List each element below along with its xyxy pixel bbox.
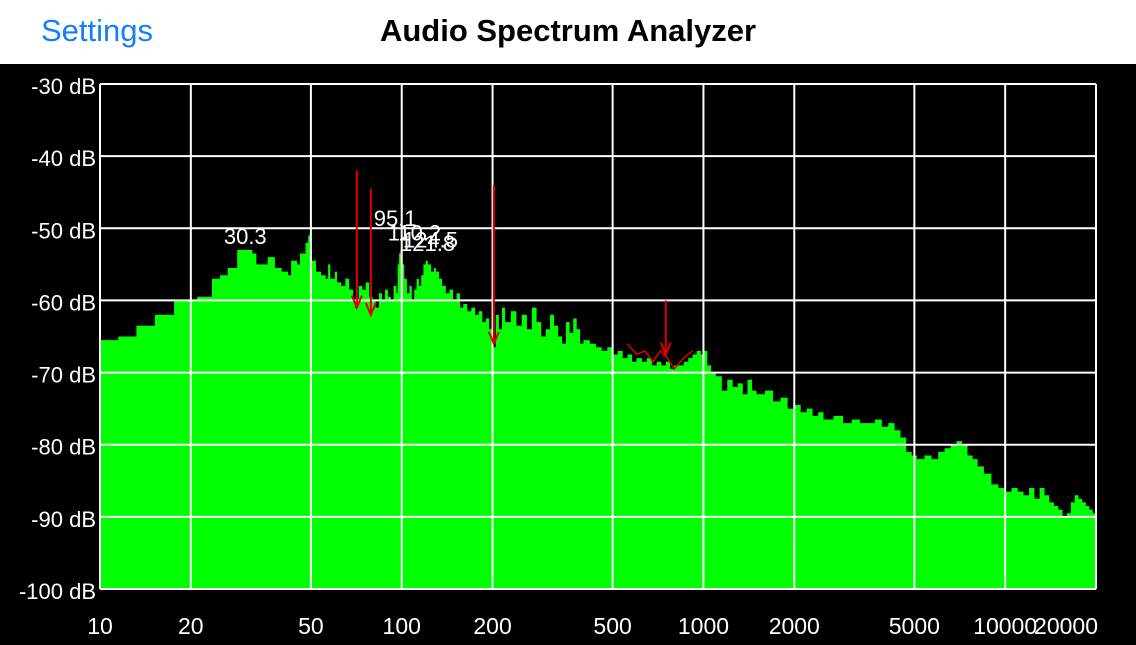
page-title: Audio Spectrum Analyzer: [379, 13, 757, 48]
y-tick-label: -90 dB: [31, 507, 96, 532]
y-tick-label: -100 dB: [19, 579, 96, 604]
y-tick-label: -40 dB: [31, 146, 96, 171]
x-tick-label: 1000: [678, 613, 729, 639]
navigation-bar: Settings Audio Spectrum Analyzer: [0, 0, 1136, 64]
settings-button[interactable]: Settings: [41, 13, 154, 48]
x-tick-label: 5000: [889, 613, 940, 639]
peak-label: 110.2: [388, 220, 441, 245]
spectrum-chart-area: -30 dB -40 dB -50 dB -60 dB -70 dB -80 dB -90 …: [0, 64, 1136, 640]
peak-label: 124.5: [403, 228, 458, 253]
spectrum-chart: -30 dB -40 dB -50 dB -60 dB -70 dB -80 dB -90 …: [19, 74, 1098, 639]
x-tick-label: 10000: [973, 613, 1037, 639]
peak-marker-arrowhead: [364, 302, 377, 318]
spectrum-fill: [100, 235, 1096, 589]
peak-label: 121.8: [400, 231, 455, 256]
x-tick-label: 200: [473, 613, 511, 639]
peak-label: 30.3: [224, 224, 267, 249]
y-tick-label: -30 dB: [31, 74, 96, 99]
y-tick-label: -50 dB: [31, 218, 96, 243]
x-tick-label: 10: [87, 613, 113, 639]
peak-marker-arrowhead: [350, 295, 363, 311]
peak-marker-arrowhead: [487, 331, 500, 347]
y-tick-label: -70 dB: [31, 363, 96, 388]
x-tick-label: 50: [298, 613, 324, 639]
x-tick-label: 100: [383, 613, 421, 639]
x-tick-label: 20000: [1034, 613, 1098, 639]
y-tick-label: -60 dB: [31, 290, 96, 315]
y-tick-label: -80 dB: [31, 435, 96, 460]
peak-label: 95.1: [374, 206, 417, 231]
x-tick-label: 2000: [769, 613, 820, 639]
x-tick-label: 20: [178, 613, 204, 639]
marker-trace: [626, 343, 693, 371]
peak-marker-arrowhead: [659, 342, 672, 358]
x-tick-label: 500: [593, 613, 631, 639]
